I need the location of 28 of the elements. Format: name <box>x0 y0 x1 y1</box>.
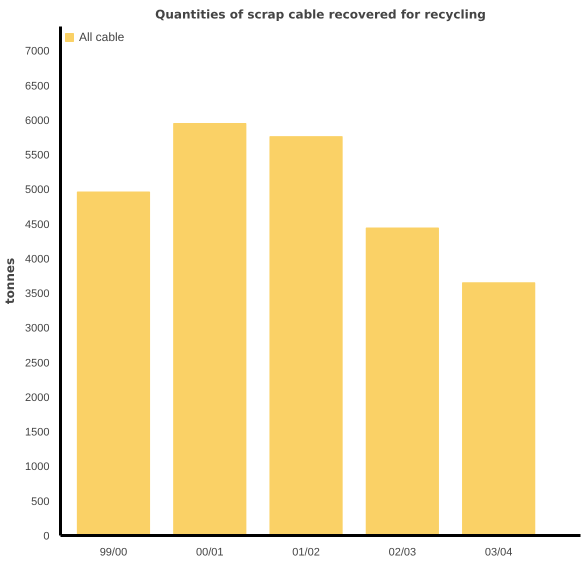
x-tick-label: 02/03 <box>388 546 416 558</box>
y-tick-label: 3500 <box>25 288 50 300</box>
y-tick-label: 5500 <box>25 150 50 162</box>
y-tick-label: 2500 <box>25 357 50 370</box>
y-tick-label: 4500 <box>25 218 50 231</box>
bar <box>76 192 150 536</box>
y-tick-label: 0 <box>43 530 50 542</box>
x-tick-label: 99/00 <box>100 546 128 558</box>
y-tick-label: 4000 <box>25 253 50 266</box>
y-tick-label: 6500 <box>25 80 50 92</box>
bar <box>173 122 246 536</box>
x-tick-label: 00/01 <box>196 546 224 558</box>
y-tick-label: 7000 <box>25 46 50 58</box>
legend-label: All cable <box>79 30 124 44</box>
y-tick-label: 2000 <box>25 392 50 404</box>
y-axis-title: tonnes <box>3 258 18 304</box>
bar <box>462 282 536 536</box>
bar <box>366 228 439 536</box>
y-tick-label: 6000 <box>25 114 50 127</box>
x-tick-label: 03/04 <box>484 546 512 558</box>
chart-title: Quantities of scrap cable recovered for recycling <box>155 8 486 22</box>
y-tick-label: 500 <box>31 496 50 508</box>
y-tick-label: 5000 <box>25 184 50 196</box>
y-tick-label: 1500 <box>25 426 50 439</box>
y-tick-label: 1000 <box>25 461 50 474</box>
bar <box>269 136 343 536</box>
y-tick-label: 3000 <box>25 322 50 335</box>
x-tick-label: 01/02 <box>292 546 320 558</box>
